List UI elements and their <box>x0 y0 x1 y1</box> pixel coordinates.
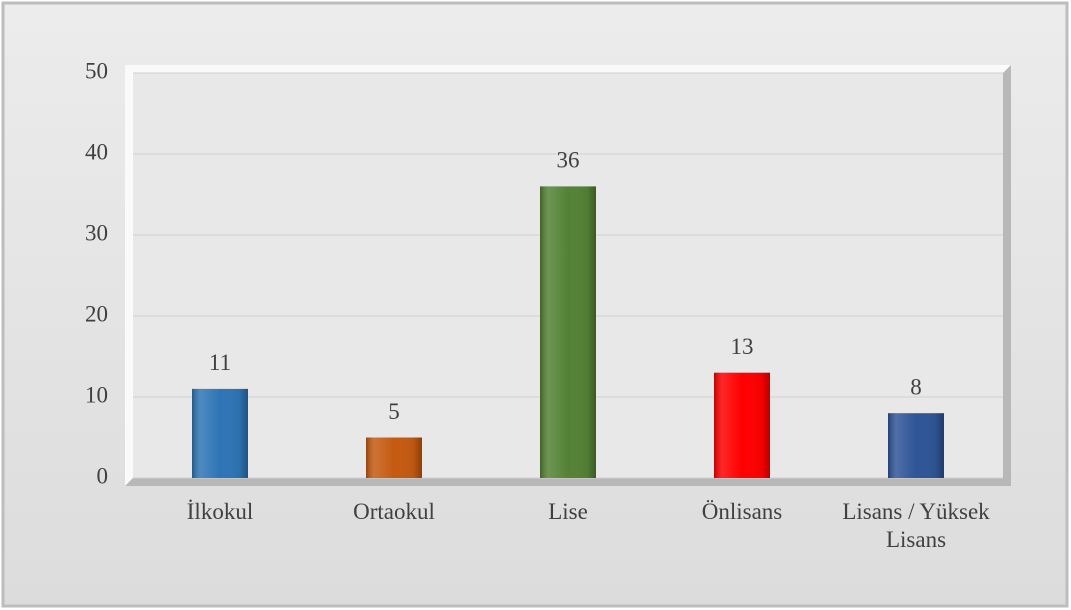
x-tick-label: Lisans / Yüksek Lisans <box>842 499 990 552</box>
y-tick-label: 10 <box>85 382 108 407</box>
bar <box>888 413 944 478</box>
y-tick-label: 0 <box>97 463 109 488</box>
y-tick-label: 20 <box>85 301 108 326</box>
data-label: 36 <box>557 148 580 173</box>
bar <box>540 186 596 478</box>
data-label: 8 <box>910 374 922 399</box>
x-tick-label: Lise <box>548 499 588 524</box>
y-tick-label: 40 <box>85 139 108 164</box>
y-tick-label: 30 <box>85 220 108 245</box>
data-label: 13 <box>731 334 754 359</box>
x-tick-label: Ortaokul <box>353 499 435 524</box>
x-tick-label: İlkokul <box>186 499 254 524</box>
data-label: 5 <box>388 399 400 424</box>
x-tick-label: Önlisans <box>701 499 783 524</box>
bar <box>366 437 422 478</box>
data-label: 11 <box>209 350 231 375</box>
bar <box>714 372 770 478</box>
y-tick-label: 50 <box>85 58 108 83</box>
bar <box>192 388 248 478</box>
